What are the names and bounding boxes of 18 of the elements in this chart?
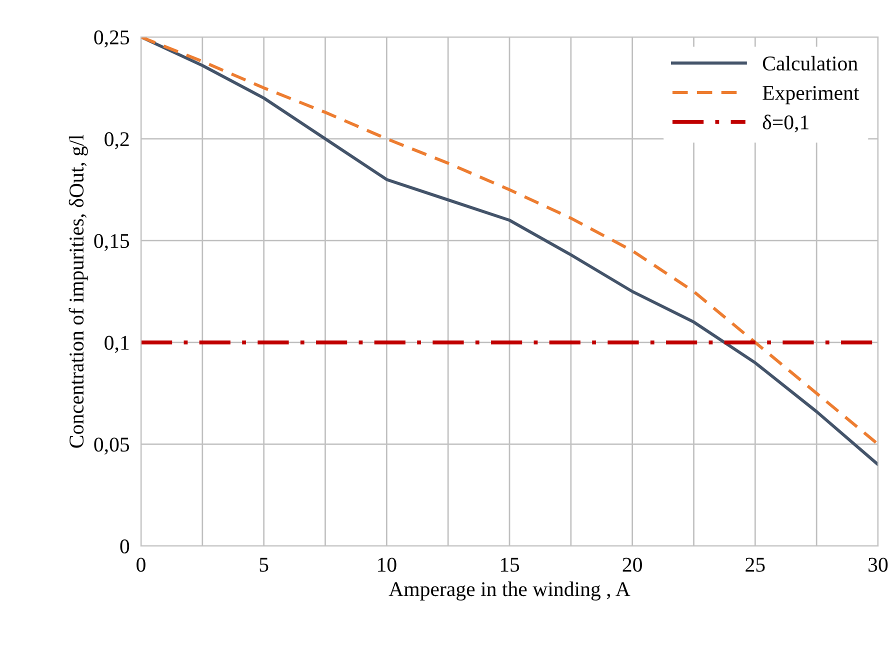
y-tick-label: 0,05 (94, 438, 130, 455)
y-tick-label: 0,1 (104, 336, 129, 353)
y-tick-label: 0,15 (94, 234, 130, 252)
x-axis-title: Amperage in the winding , A (388, 582, 630, 601)
x-tick-label: 10 (378, 558, 396, 572)
x-tick-label: 5 (260, 558, 268, 572)
x-tick-label: 0 (136, 558, 146, 572)
legend-label: δ=0,1 (762, 114, 808, 132)
x-tick-label: 20 (622, 558, 642, 572)
y-axis-title: Concentration of impurities, δOut, g/l (68, 134, 88, 448)
x-tick-label: 30 (868, 558, 888, 572)
y-tick-label: 0 (120, 539, 130, 554)
x-tick-label: 15 (500, 558, 520, 572)
y-tick-label: 0,2 (104, 132, 129, 150)
legend-label: Experiment (762, 86, 860, 104)
x-tick-label: 25 (746, 558, 765, 572)
y-tick-label: 0,25 (94, 30, 130, 48)
legend-label: Calculation (762, 56, 858, 71)
